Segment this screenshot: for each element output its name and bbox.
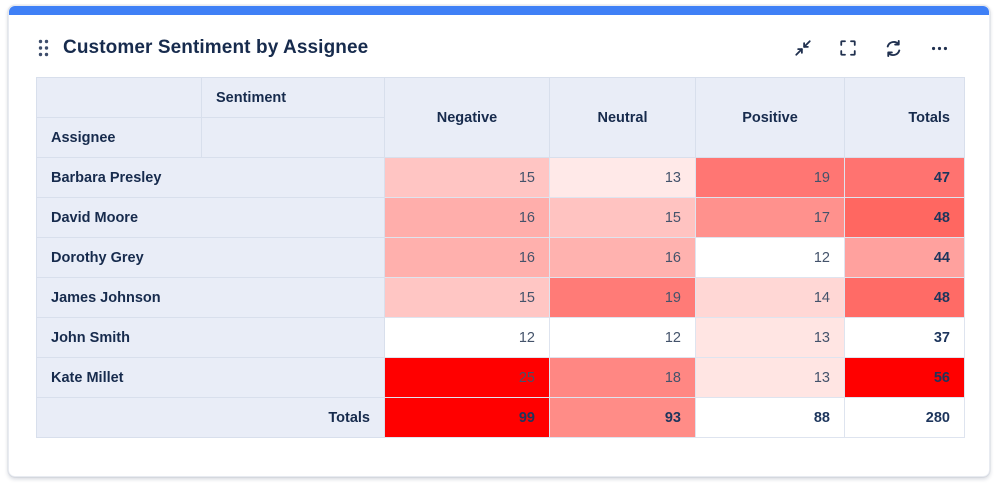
table-row: David Moore 16 15 17 48 [36, 197, 965, 238]
sentiment-pivot-table: Sentiment Negative Neutral Positive Tota… [36, 77, 965, 438]
column-header-positive[interactable]: Positive [695, 77, 845, 158]
column-header-negative[interactable]: Negative [384, 77, 550, 158]
cell-row-total: 56 [844, 357, 965, 398]
cell-negative: 25 [384, 357, 550, 398]
cell-negative: 15 [384, 157, 550, 198]
cell-negative: 16 [384, 197, 550, 238]
cell-neutral: 13 [549, 157, 696, 198]
row-dimension-header[interactable]: Assignee [36, 117, 202, 158]
row-label: Dorothy Grey [36, 237, 385, 278]
cell-row-total: 37 [844, 317, 965, 358]
ellipsis-icon [930, 39, 949, 58]
table-row: Dorothy Grey 16 16 12 44 [36, 237, 965, 278]
cell-row-total: 48 [844, 197, 965, 238]
collapse-button[interactable] [794, 39, 812, 57]
widget-toolbar [794, 39, 959, 58]
table-row: James Johnson 15 19 14 48 [36, 277, 965, 318]
row-label: James Johnson [36, 277, 385, 318]
header-row-1: Sentiment Negative Neutral Positive Tota… [36, 77, 965, 158]
cell-row-total: 48 [844, 277, 965, 318]
corner-empty-cell [36, 77, 202, 118]
row-label: Barbara Presley [36, 157, 385, 198]
cell-positive: 13 [695, 317, 845, 358]
table-row: John Smith 12 12 13 37 [36, 317, 965, 358]
column-header-totals[interactable]: Totals [844, 77, 965, 158]
cell-negative: 16 [384, 237, 550, 278]
cell-row-total: 44 [844, 237, 965, 278]
fullscreen-icon [839, 39, 857, 57]
cell-neutral: 18 [549, 357, 696, 398]
fullscreen-button[interactable] [839, 39, 857, 57]
widget-header: Customer Sentiment by Assignee [9, 15, 989, 77]
row-label: Kate Millet [36, 357, 385, 398]
cell-positive: 12 [695, 237, 845, 278]
drag-handle-icon[interactable] [37, 39, 50, 57]
refresh-icon [884, 39, 903, 58]
cell-negative: 12 [384, 317, 550, 358]
cell-positive: 13 [695, 357, 845, 398]
cell-positive: 19 [695, 157, 845, 198]
cell-positive: 14 [695, 277, 845, 318]
collapse-icon [794, 39, 812, 57]
row-label: David Moore [36, 197, 385, 238]
refresh-button[interactable] [884, 39, 903, 58]
more-options-button[interactable] [930, 39, 949, 58]
corner-empty-cell-2 [201, 117, 385, 158]
cell-positive: 17 [695, 197, 845, 238]
column-header-neutral[interactable]: Neutral [549, 77, 696, 158]
cell-total-negative: 99 [384, 397, 550, 438]
cell-neutral: 19 [549, 277, 696, 318]
dashboard-widget: Customer Sentiment by Assignee [8, 5, 990, 477]
totals-row: Totals 99 93 88 280 [36, 397, 965, 438]
header-row-2: Assignee [36, 117, 965, 158]
widget-title: Customer Sentiment by Assignee [63, 37, 369, 58]
cell-neutral: 12 [549, 317, 696, 358]
cell-grand-total: 280 [844, 397, 965, 438]
cell-total-positive: 88 [695, 397, 845, 438]
totals-label: Totals [36, 397, 385, 438]
row-label: John Smith [36, 317, 385, 358]
widget-accent-bar [9, 6, 989, 15]
cell-row-total: 47 [844, 157, 965, 198]
table-row: Barbara Presley 15 13 19 47 [36, 157, 965, 198]
cell-neutral: 16 [549, 237, 696, 278]
table-row: Kate Millet 25 18 13 56 [36, 357, 965, 398]
cell-negative: 15 [384, 277, 550, 318]
cell-neutral: 15 [549, 197, 696, 238]
column-dimension-header[interactable]: Sentiment [201, 77, 385, 118]
cell-total-neutral: 93 [549, 397, 696, 438]
